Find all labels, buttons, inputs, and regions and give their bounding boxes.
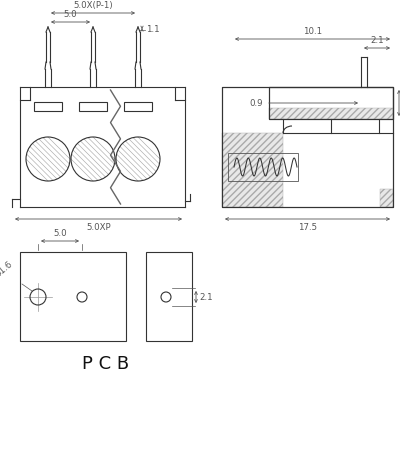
Bar <box>124 102 152 111</box>
Bar <box>269 87 393 119</box>
Text: 10.1: 10.1 <box>303 27 322 36</box>
Bar <box>222 133 283 207</box>
Text: 2.1: 2.1 <box>199 292 213 302</box>
Text: 5.0X(P-1): 5.0X(P-1) <box>73 1 113 10</box>
Text: 0.9: 0.9 <box>250 99 263 107</box>
Text: 5.0: 5.0 <box>53 229 67 238</box>
Text: 17.5: 17.5 <box>298 223 317 232</box>
Bar <box>146 252 192 341</box>
Bar <box>228 153 298 181</box>
Text: 1.1: 1.1 <box>146 26 160 34</box>
Text: 5.0XP: 5.0XP <box>86 223 111 232</box>
Bar <box>222 87 393 207</box>
Text: 5.0: 5.0 <box>64 10 77 19</box>
Bar <box>269 108 393 119</box>
Text: 2.1: 2.1 <box>370 36 384 45</box>
Bar <box>269 87 393 119</box>
Bar <box>34 102 62 111</box>
Bar <box>79 102 107 111</box>
Bar <box>380 189 393 207</box>
Text: Ø1.6: Ø1.6 <box>0 259 14 279</box>
Bar <box>20 252 126 341</box>
Text: P C B: P C B <box>82 355 130 373</box>
Bar <box>222 87 393 207</box>
